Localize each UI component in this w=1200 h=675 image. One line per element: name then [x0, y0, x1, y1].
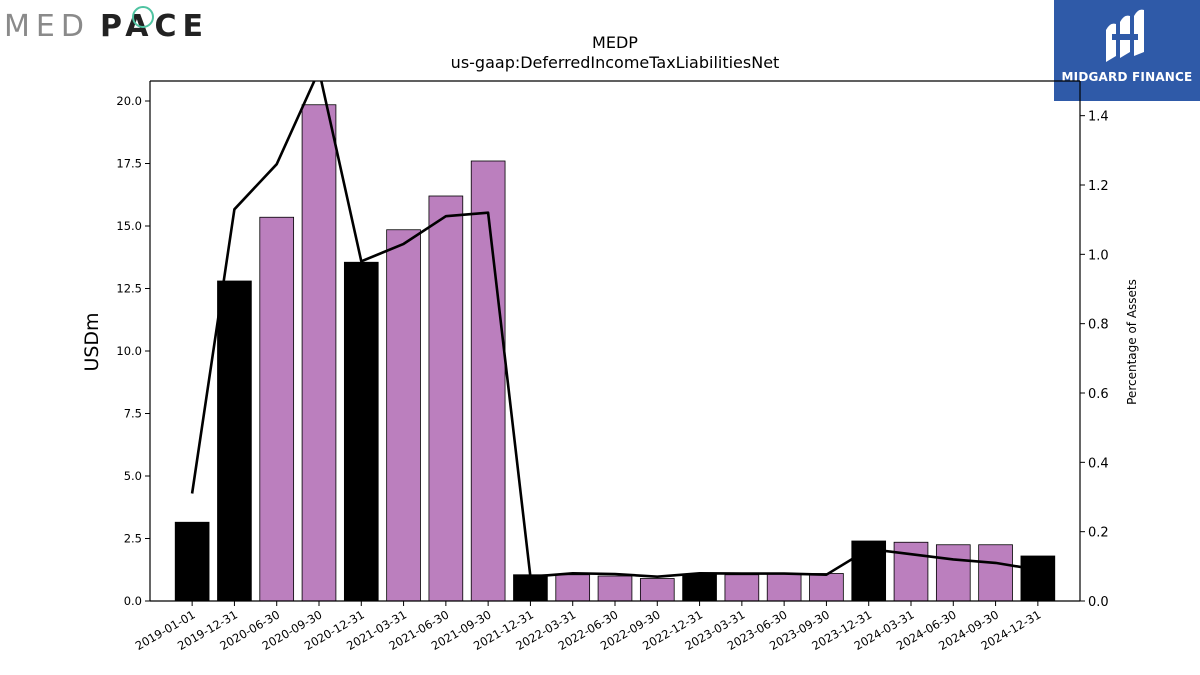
bar-2019-01-01	[174, 521, 210, 602]
bar-2022-06-30	[597, 575, 633, 602]
bar-2024-12-31	[1020, 555, 1056, 602]
bar-2024-06-30	[935, 544, 971, 602]
chart-title: MEDP	[592, 33, 638, 52]
y-tick-label: 7.5	[124, 407, 142, 421]
y2-tick-label: 0.8	[1088, 318, 1109, 333]
x-axis-ticks: 2019-01-012019-12-312020-06-302020-09-30…	[133, 601, 1043, 653]
bar-2024-09-30	[978, 544, 1013, 602]
y-tick-label: 17.5	[116, 157, 142, 171]
bar-2022-12-31	[682, 574, 717, 602]
y-axis-ticks: 0.0 2.5 5.0 7.5 10.0 12.5 15.0 17.5 20.0	[116, 94, 150, 608]
bar-2022-09-30	[639, 578, 675, 602]
bar-2023-03-31	[724, 574, 760, 602]
brand-name: MIDGARD FINANCE	[1061, 70, 1193, 84]
y2-tick-label: 0.6	[1088, 387, 1109, 402]
y2-tick-label: 0.4	[1088, 456, 1109, 471]
logo-ring-icon	[132, 6, 154, 28]
y2-tick-label: 1.0	[1088, 248, 1109, 263]
bar-2021-06-30	[428, 195, 464, 602]
y2-axis-ticks: 0.0 0.2 0.4 0.6 0.8 1.0 1.2 1.4	[1080, 110, 1109, 610]
y2-axis-label: Percentage of Assets	[1125, 279, 1139, 405]
bar-2021-09-30	[470, 160, 506, 602]
y2-tick-label: 1.4	[1088, 110, 1109, 125]
bar-2024-03-31	[893, 541, 929, 602]
bar-2020-06-30	[259, 216, 295, 602]
plot-frame	[149, 80, 1081, 602]
y-tick-label: 0.0	[124, 594, 142, 608]
y-axis-label: USDm	[81, 312, 103, 371]
y2-tick-label: 1.2	[1088, 179, 1109, 194]
bar-2022-03-31	[555, 574, 591, 602]
y-tick-label: 12.5	[116, 282, 142, 296]
bar-2020-09-30	[301, 104, 337, 602]
y-tick-label: 20.0	[116, 94, 142, 108]
bar-2023-06-30	[766, 573, 802, 602]
bar-series	[174, 104, 1056, 602]
y-tick-label: 5.0	[124, 469, 142, 483]
y-tick-label: 10.0	[116, 344, 142, 358]
y-tick-label: 2.5	[124, 532, 142, 546]
percentage-of-assets-line	[190, 81, 1039, 578]
bar-2021-03-31	[386, 229, 421, 602]
company-logo-bold-text: PACE	[100, 9, 209, 44]
y-tick-label: 15.0	[116, 219, 142, 233]
brand-mark-icon	[1106, 9, 1144, 63]
chart-subtitle: us-gaap:DeferredIncomeTaxLiabilitiesNet	[450, 53, 780, 72]
y2-tick-label: 0.0	[1088, 595, 1109, 610]
brand-logo: MIDGARD FINANCE	[1054, 0, 1200, 101]
company-logo-light-text: MED	[4, 9, 90, 44]
company-logo: MED PACE	[4, 4, 224, 44]
bar-2020-12-31	[343, 261, 379, 602]
y2-tick-label: 0.2	[1088, 526, 1109, 541]
bar-2019-12-31	[217, 280, 252, 602]
bar-2021-12-31	[513, 574, 548, 602]
bar-2023-09-30	[809, 573, 844, 602]
